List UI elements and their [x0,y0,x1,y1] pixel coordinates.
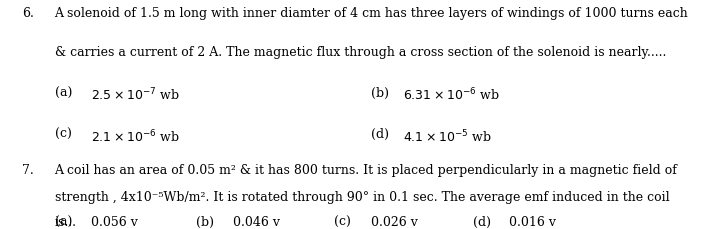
Text: (c): (c) [334,216,351,229]
Text: & carries a current of 2 A. The magnetic flux through a cross section of the sol: & carries a current of 2 A. The magnetic… [55,46,666,59]
Text: 7.: 7. [22,164,33,177]
Text: (c): (c) [55,128,71,141]
Text: strength , 4x10⁻⁵Wb/m². It is rotated through 90° in 0.1 sec. The average emf in: strength , 4x10⁻⁵Wb/m². It is rotated th… [55,191,669,204]
Text: $4.1\times10^{-5}$ wb: $4.1\times10^{-5}$ wb [403,128,492,145]
Text: is...: is... [55,216,76,229]
Text: 6.: 6. [22,7,33,20]
Text: 0.056 v: 0.056 v [91,216,137,229]
Text: (a): (a) [55,216,72,229]
Text: (d): (d) [473,216,491,229]
Text: A coil has an area of 0.05 m² & it has 800 turns. It is placed perpendicularly i: A coil has an area of 0.05 m² & it has 8… [55,164,678,177]
Text: (a): (a) [55,87,72,100]
Text: 0.016 v: 0.016 v [509,216,556,229]
Text: (b): (b) [371,87,389,100]
Text: $6.31\times10^{-6}$ wb: $6.31\times10^{-6}$ wb [403,87,500,104]
Text: 0.046 v: 0.046 v [233,216,280,229]
Text: $2.5\times10^{-7}$ wb: $2.5\times10^{-7}$ wb [91,87,180,104]
Text: A solenoid of 1.5 m long with inner diamter of 4 cm has three layers of windings: A solenoid of 1.5 m long with inner diam… [55,7,688,20]
Text: $2.1\times10^{-6}$ wb: $2.1\times10^{-6}$ wb [91,128,180,145]
Text: (d): (d) [371,128,389,141]
Text: (b): (b) [196,216,214,229]
Text: 0.026 v: 0.026 v [371,216,417,229]
